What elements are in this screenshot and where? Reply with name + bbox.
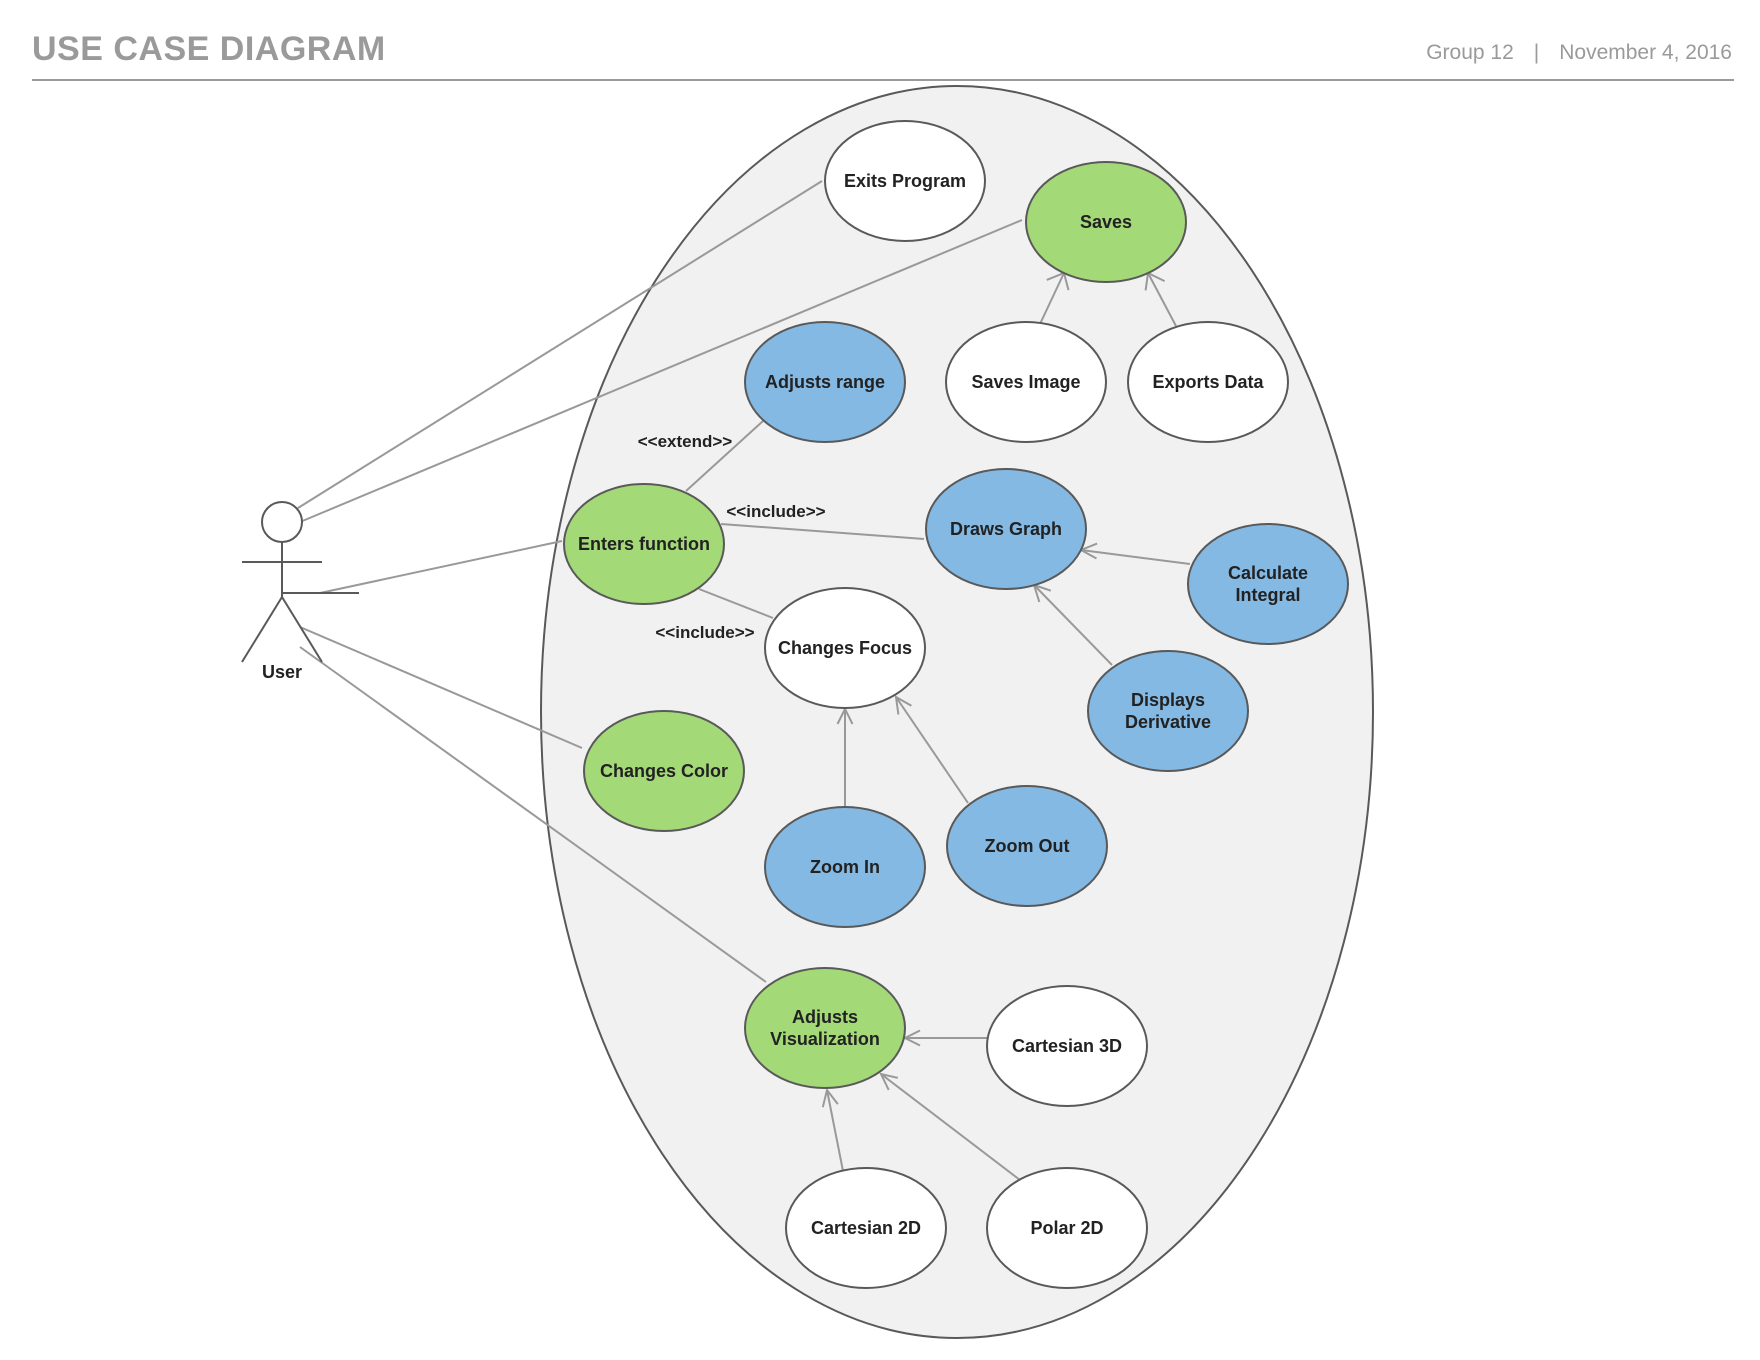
use-case-polar-2d-shape bbox=[986, 1167, 1148, 1289]
use-case-adjusts-visualization-shape bbox=[744, 967, 906, 1089]
include-stereotype-label-draws-graph: <<include>> bbox=[726, 502, 825, 521]
header-separator: | bbox=[1533, 41, 1540, 64]
actor-head bbox=[261, 501, 303, 543]
use-case-saves-shape bbox=[1025, 161, 1187, 283]
use-case-exports-data[interactable]: Exports Data bbox=[1127, 321, 1289, 443]
association-saves bbox=[299, 219, 1023, 523]
actor-user[interactable] bbox=[241, 501, 359, 663]
use-case-enters-function-shape bbox=[563, 483, 725, 605]
use-case-displays-derivative-shape bbox=[1087, 650, 1249, 772]
use-case-draws-graph-shape bbox=[925, 468, 1087, 590]
association-exits-program bbox=[297, 180, 823, 509]
extend-line-adjusts-range bbox=[685, 420, 764, 492]
use-case-enters-function-label: Enters function bbox=[578, 534, 710, 554]
use-case-adjusts-range[interactable]: Adjusts range bbox=[744, 321, 906, 443]
extend-stereotype-label: <<extend>> bbox=[638, 432, 733, 451]
use-case-cartesian-3d[interactable]: Cartesian 3D bbox=[986, 985, 1148, 1107]
use-case-changes-focus[interactable]: Changes Focus bbox=[764, 587, 926, 709]
use-case-zoom-out[interactable]: Zoom Out bbox=[946, 785, 1108, 907]
use-case-calculate-integral-label: Integral bbox=[1235, 585, 1300, 605]
use-case-cartesian-2d-shape bbox=[785, 1167, 947, 1289]
actor-left-leg bbox=[241, 596, 283, 663]
use-case-exports-data-shape bbox=[1127, 321, 1289, 443]
use-case-cartesian-3d-shape bbox=[986, 985, 1148, 1107]
use-case-adjusts-visualization-label: Adjusts bbox=[792, 1007, 858, 1027]
use-case-changes-focus-shape bbox=[764, 587, 926, 709]
generalization-zoom-out-to-changes-focus bbox=[894, 695, 969, 804]
use-case-exits-program-label: Exits Program bbox=[844, 171, 966, 191]
generalization-polar-2d-to-adjusts-visualization bbox=[879, 1072, 1021, 1181]
use-case-zoom-in-shape bbox=[764, 806, 926, 928]
use-case-adjusts-range-shape bbox=[744, 321, 906, 443]
include-stereotype-label-changes-focus: <<include>> bbox=[655, 623, 754, 642]
use-case-exports-data-label: Exports Data bbox=[1152, 372, 1264, 392]
use-case-exits-program[interactable]: Exits Program bbox=[824, 120, 986, 242]
use-case-calculate-integral-label: Calculate bbox=[1228, 563, 1308, 583]
use-case-displays-derivative-label: Displays bbox=[1131, 690, 1205, 710]
use-case-zoom-in[interactable]: Zoom In bbox=[764, 806, 926, 928]
use-case-draws-graph[interactable]: Draws Graph bbox=[925, 468, 1087, 590]
group-label: Group 12 bbox=[1426, 41, 1514, 64]
use-case-changes-focus-label: Changes Focus bbox=[778, 638, 912, 658]
actor-label: User bbox=[262, 662, 302, 682]
dependency-lines bbox=[685, 420, 925, 619]
use-case-adjusts-range-label: Adjusts range bbox=[765, 372, 885, 392]
use-case-enters-function[interactable]: Enters function bbox=[563, 483, 725, 605]
association-adjusts-visualization bbox=[299, 646, 767, 983]
generalization-cartesian-3d-to-adjusts-visualization bbox=[902, 1029, 988, 1047]
use-case-cartesian-2d-label: Cartesian 2D bbox=[811, 1218, 921, 1238]
use-case-saves[interactable]: Saves bbox=[1025, 161, 1187, 283]
page-title: USE CASE DIAGRAM bbox=[32, 30, 386, 68]
use-case-draws-graph-label: Draws Graph bbox=[950, 519, 1062, 539]
use-case-cartesian-3d-label: Cartesian 3D bbox=[1012, 1036, 1122, 1056]
header-divider bbox=[32, 79, 1734, 81]
use-case-saves-image[interactable]: Saves Image bbox=[945, 321, 1107, 443]
use-case-calculate-integral-shape bbox=[1187, 523, 1349, 645]
generalization-cartesian-2d-to-adjusts-visualization bbox=[821, 1087, 844, 1172]
use-case-changes-color[interactable]: Changes Color bbox=[583, 710, 745, 832]
use-case-cartesian-2d[interactable]: Cartesian 2D bbox=[785, 1167, 947, 1289]
use-case-zoom-out-shape bbox=[946, 785, 1108, 907]
use-case-displays-derivative-label: Derivative bbox=[1125, 712, 1211, 732]
date-label: November 4, 2016 bbox=[1559, 41, 1732, 64]
header: USE CASE DIAGRAM Group 12 | November 4, 20… bbox=[0, 0, 1760, 90]
association-changes-color bbox=[299, 626, 583, 749]
use-case-polar-2d[interactable]: Polar 2D bbox=[986, 1167, 1148, 1289]
association-enters-function bbox=[319, 540, 563, 594]
use-case-zoom-in-label: Zoom In bbox=[810, 857, 880, 877]
association-lines bbox=[297, 180, 1023, 983]
use-case-saves-label: Saves bbox=[1080, 212, 1132, 232]
use-case-polar-2d-label: Polar 2D bbox=[1030, 1218, 1103, 1238]
use-case-changes-color-label: Changes Color bbox=[600, 761, 728, 781]
use-case-layer: Exits Program Saves Adjusts range Saves Ima… bbox=[563, 120, 1349, 1289]
generalization-arrows bbox=[821, 271, 1191, 1181]
use-case-changes-color-shape bbox=[583, 710, 745, 832]
include-line-changes-focus bbox=[698, 588, 774, 619]
actor-right-leg bbox=[281, 596, 323, 663]
use-case-saves-image-shape bbox=[945, 321, 1107, 443]
include-line-draws-graph bbox=[720, 523, 925, 540]
use-case-saves-image-label: Saves Image bbox=[971, 372, 1080, 392]
header-meta: Group 12 | November 4, 2016 bbox=[1426, 41, 1732, 65]
use-case-zoom-out-label: Zoom Out bbox=[985, 836, 1070, 856]
use-case-exits-program-shape bbox=[824, 120, 986, 242]
use-case-adjusts-visualization-label: Visualization bbox=[770, 1029, 880, 1049]
